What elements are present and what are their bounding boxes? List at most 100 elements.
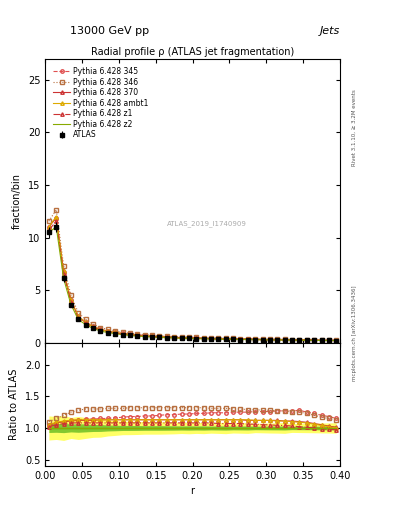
Pythia 6.428 345 xyxy=(142,332,147,338)
Pythia 6.428 370 xyxy=(54,215,59,221)
Pythia 6.428 346 xyxy=(187,334,191,340)
Pythia 6.428 345 xyxy=(312,337,316,343)
Pythia 6.428 z2 xyxy=(98,328,103,334)
Pythia 6.428 346 xyxy=(194,334,198,340)
Pythia 6.428 370 xyxy=(113,329,118,335)
Pythia 6.428 370 xyxy=(83,319,88,326)
Pythia 6.428 z2 xyxy=(246,336,250,343)
Pythia 6.428 ambt1 xyxy=(91,324,95,330)
Pythia 6.428 z2 xyxy=(46,229,51,236)
Pythia 6.428 345 xyxy=(209,335,213,341)
Pythia 6.428 370 xyxy=(246,336,250,343)
Pythia 6.428 ambt1 xyxy=(290,337,294,343)
Pythia 6.428 z2 xyxy=(334,337,339,344)
Pythia 6.428 ambt1 xyxy=(105,328,110,334)
Pythia 6.428 370 xyxy=(305,337,309,343)
Pythia 6.428 z2 xyxy=(201,336,206,342)
Pythia 6.428 z2 xyxy=(216,336,221,342)
Pythia 6.428 346 xyxy=(260,336,265,342)
Pythia 6.428 z2 xyxy=(179,335,184,342)
Pythia 6.428 370 xyxy=(61,269,66,275)
Pythia 6.428 ambt1 xyxy=(297,337,302,343)
Pythia 6.428 z1 xyxy=(179,335,184,341)
Pythia 6.428 ambt1 xyxy=(327,337,331,344)
Pythia 6.428 z2 xyxy=(164,335,169,341)
Pythia 6.428 z2 xyxy=(194,335,198,342)
Pythia 6.428 z2 xyxy=(113,331,118,337)
Pythia 6.428 z1 xyxy=(98,327,103,333)
Pythia 6.428 z1 xyxy=(290,337,294,343)
Line: Pythia 6.428 370: Pythia 6.428 370 xyxy=(47,216,338,342)
Line: Pythia 6.428 ambt1: Pythia 6.428 ambt1 xyxy=(47,215,338,342)
Pythia 6.428 345 xyxy=(253,336,257,342)
Pythia 6.428 z1 xyxy=(209,336,213,342)
Pythia 6.428 370 xyxy=(128,331,132,337)
Pythia 6.428 z2 xyxy=(319,337,324,344)
Text: 13000 GeV pp: 13000 GeV pp xyxy=(70,26,150,36)
Pythia 6.428 370 xyxy=(334,337,339,344)
Pythia 6.428 346 xyxy=(209,335,213,341)
Pythia 6.428 370 xyxy=(238,336,243,342)
Pythia 6.428 370 xyxy=(157,334,162,340)
Pythia 6.428 ambt1 xyxy=(69,297,73,303)
Pythia 6.428 z2 xyxy=(305,337,309,344)
Legend: Pythia 6.428 345, Pythia 6.428 346, Pythia 6.428 370, Pythia 6.428 ambt1, Pythia: Pythia 6.428 345, Pythia 6.428 346, Pyth… xyxy=(52,66,150,141)
Pythia 6.428 ambt1 xyxy=(305,337,309,343)
Pythia 6.428 z2 xyxy=(91,325,95,331)
Pythia 6.428 ambt1 xyxy=(76,313,81,319)
Pythia 6.428 345 xyxy=(216,335,221,342)
Pythia 6.428 z1 xyxy=(83,320,88,326)
Pythia 6.428 ambt1 xyxy=(282,337,287,343)
X-axis label: r: r xyxy=(191,486,195,496)
Pythia 6.428 370 xyxy=(319,337,324,344)
Pythia 6.428 345 xyxy=(238,336,243,342)
Pythia 6.428 370 xyxy=(297,337,302,343)
Pythia 6.428 z1 xyxy=(216,336,221,342)
Pythia 6.428 z1 xyxy=(275,337,280,343)
Pythia 6.428 ambt1 xyxy=(150,333,154,339)
Text: mcplots.cern.ch [arXiv:1306.3436]: mcplots.cern.ch [arXiv:1306.3436] xyxy=(352,285,357,380)
Pythia 6.428 370 xyxy=(150,333,154,339)
Pythia 6.428 ambt1 xyxy=(142,333,147,339)
Pythia 6.428 346 xyxy=(54,206,59,212)
Pythia 6.428 z1 xyxy=(142,333,147,339)
Pythia 6.428 z2 xyxy=(290,337,294,343)
Pythia 6.428 346 xyxy=(120,329,125,335)
Pythia 6.428 ambt1 xyxy=(216,336,221,342)
Pythia 6.428 370 xyxy=(172,334,176,340)
Pythia 6.428 370 xyxy=(253,336,257,343)
Pythia 6.428 ambt1 xyxy=(164,334,169,340)
Pythia 6.428 345 xyxy=(164,334,169,340)
Pythia 6.428 345 xyxy=(305,337,309,343)
Pythia 6.428 370 xyxy=(91,324,95,330)
Pythia 6.428 346 xyxy=(113,328,118,334)
Pythia 6.428 345 xyxy=(223,335,228,342)
Pythia 6.428 ambt1 xyxy=(194,335,198,342)
Pythia 6.428 346 xyxy=(135,331,140,337)
Pythia 6.428 370 xyxy=(69,297,73,304)
Pythia 6.428 370 xyxy=(327,337,331,344)
Pythia 6.428 345 xyxy=(275,336,280,343)
Pythia 6.428 345 xyxy=(319,337,324,343)
Pythia 6.428 ambt1 xyxy=(231,336,235,342)
Pythia 6.428 z1 xyxy=(61,271,66,277)
Pythia 6.428 346 xyxy=(164,333,169,339)
Pythia 6.428 370 xyxy=(260,336,265,343)
Pythia 6.428 346 xyxy=(312,337,316,343)
Pythia 6.428 370 xyxy=(223,336,228,342)
Pythia 6.428 z1 xyxy=(91,324,95,330)
Pythia 6.428 ambt1 xyxy=(334,337,339,344)
Pythia 6.428 ambt1 xyxy=(260,336,265,343)
Pythia 6.428 345 xyxy=(128,331,132,337)
Pythia 6.428 ambt1 xyxy=(319,337,324,344)
Pythia 6.428 345 xyxy=(334,337,339,343)
Pythia 6.428 z1 xyxy=(54,218,59,224)
Pythia 6.428 z2 xyxy=(312,337,316,344)
Pythia 6.428 z1 xyxy=(334,337,339,344)
Pythia 6.428 ambt1 xyxy=(275,337,280,343)
Line: Pythia 6.428 345: Pythia 6.428 345 xyxy=(47,216,338,342)
Pythia 6.428 346 xyxy=(157,333,162,339)
Pythia 6.428 z2 xyxy=(69,302,73,308)
Pythia 6.428 346 xyxy=(268,336,272,343)
Title: Radial profile ρ (ATLAS jet fragmentation): Radial profile ρ (ATLAS jet fragmentatio… xyxy=(91,47,294,57)
